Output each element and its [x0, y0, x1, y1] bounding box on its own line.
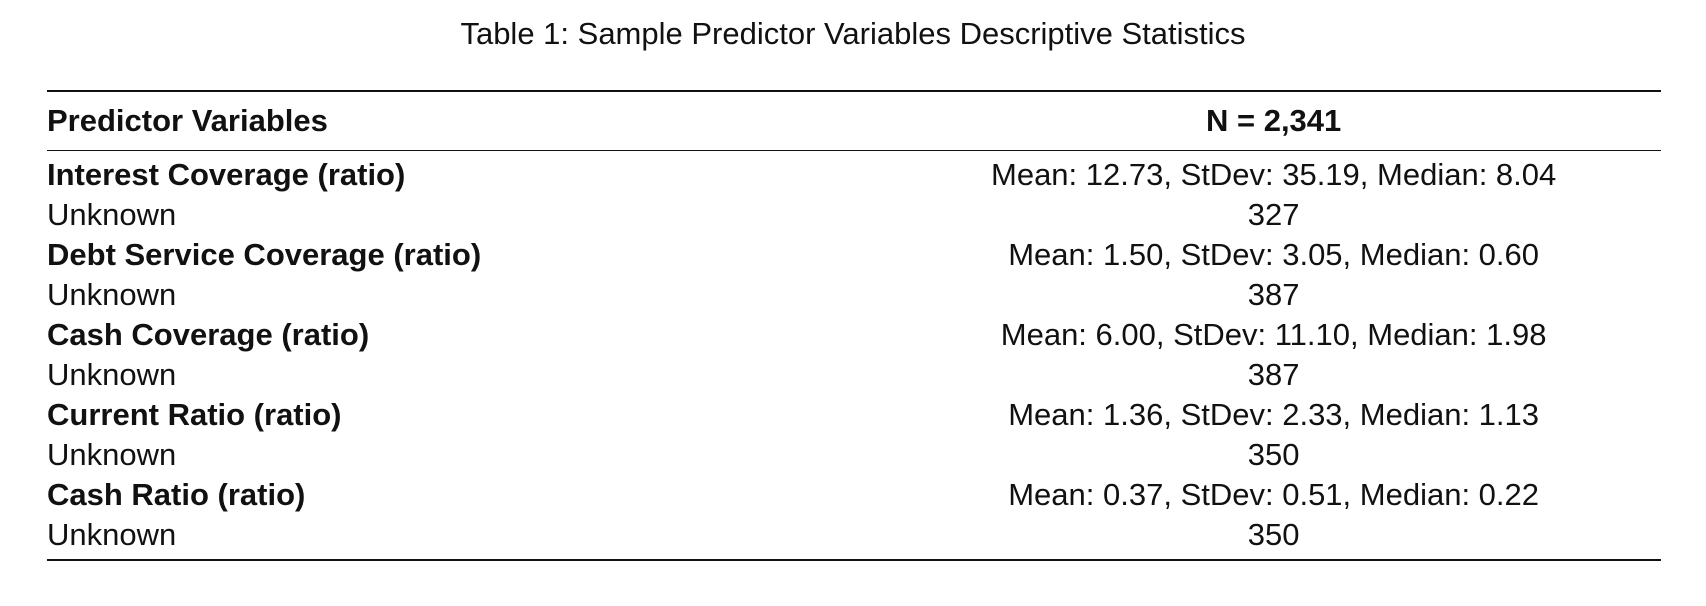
row-label: Debt Service Coverage (ratio) — [47, 237, 482, 272]
table-row-predictor: Cash Ratio (ratio) Mean: 0.37, StDev: 0.5… — [47, 475, 1661, 515]
row-value: Mean: 6.00, StDev: 11.10, Median: 1.98 — [1000, 317, 1547, 352]
table-row-predictor: Current Ratio (ratio) Mean: 1.36, StDev: … — [47, 395, 1661, 435]
row-value: 387 — [1247, 277, 1300, 312]
row-value: Mean: 1.36, StDev: 2.33, Median: 1.13 — [1008, 397, 1540, 432]
row-label: Cash Ratio (ratio) — [47, 477, 306, 512]
row-label: Unknown — [47, 437, 177, 472]
row-value: 387 — [1247, 357, 1300, 392]
table-row-predictor: Interest Coverage (ratio) Mean: 12.73, St… — [47, 151, 1661, 196]
table-row-unknown: Unknown 327 — [47, 195, 1661, 235]
table-row-predictor: Cash Coverage (ratio) Mean: 6.00, StDev: … — [47, 315, 1661, 355]
table-row-predictor: Debt Service Coverage (ratio) Mean: 1.50,… — [47, 235, 1661, 275]
statistics-table: Predictor Variables N = 2,341 Interest C… — [47, 90, 1661, 561]
row-value: 327 — [1247, 197, 1300, 232]
row-label: Unknown — [47, 515, 887, 561]
table-row-unknown: Unknown 350 — [47, 435, 1661, 475]
row-label: Cash Coverage (ratio) — [47, 317, 370, 352]
row-value: Mean: 1.50, StDev: 3.05, Median: 0.60 — [1008, 237, 1540, 272]
row-value: 350 — [1247, 437, 1300, 472]
table-header: Predictor Variables N = 2,341 — [47, 90, 1661, 151]
row-label: Unknown — [47, 357, 177, 392]
row-label: Current Ratio (ratio) — [47, 397, 342, 432]
table-body: Interest Coverage (ratio) Mean: 12.73, St… — [47, 151, 1661, 561]
row-value: 350 — [886, 515, 1661, 561]
table-caption: Table 1: Sample Predictor Variables Desc… — [460, 16, 1246, 51]
row-label: Interest Coverage (ratio) — [47, 157, 406, 192]
table-row-unknown: Unknown 387 — [47, 355, 1661, 395]
table-row-unknown: Unknown 350 — [47, 515, 1661, 561]
row-label: Unknown — [47, 277, 177, 312]
row-label: Unknown — [47, 197, 177, 232]
statistics-table-container: Predictor Variables N = 2,341 Interest C… — [47, 90, 1661, 561]
header-predictor-variables: Predictor Variables — [47, 90, 887, 151]
row-value: Mean: 0.37, StDev: 0.51, Median: 0.22 — [1008, 477, 1540, 512]
row-value: Mean: 12.73, StDev: 35.19, Median: 8.04 — [991, 157, 1557, 192]
header-row: Predictor Variables N = 2,341 — [47, 90, 1661, 151]
table-row-unknown: Unknown 387 — [47, 275, 1661, 315]
header-sample-size: N = 2,341 — [886, 90, 1661, 151]
